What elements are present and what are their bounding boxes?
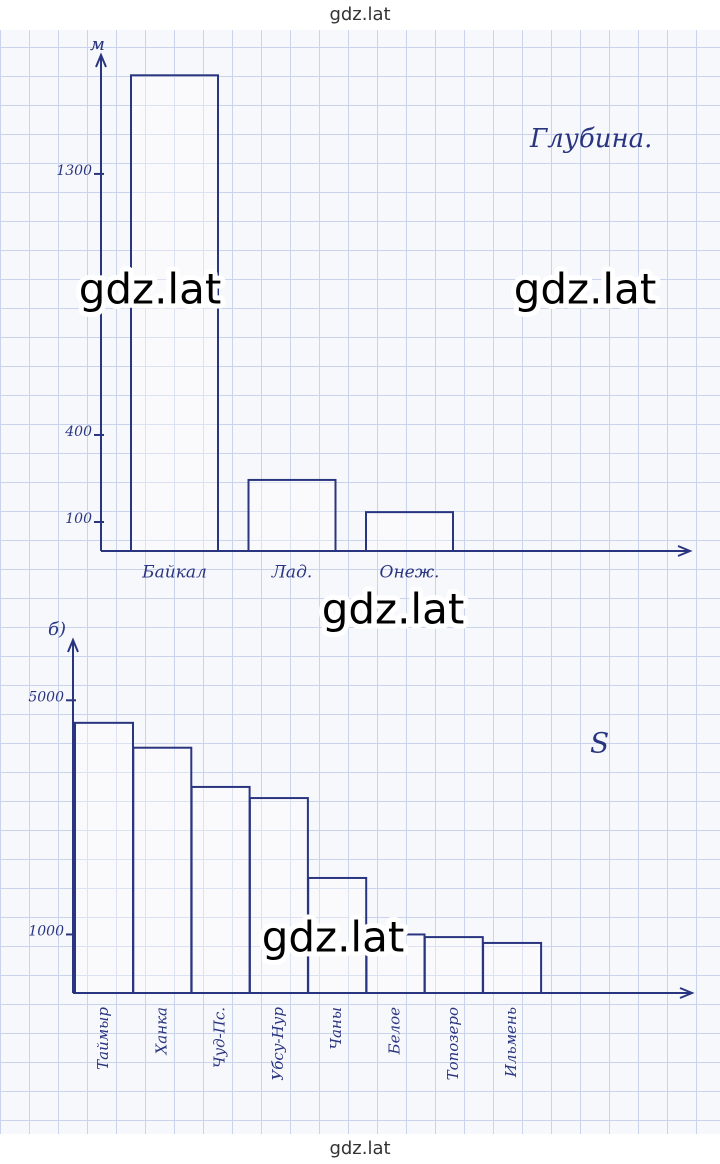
bar: [132, 746, 193, 995]
y-tick-label: 1300: [56, 163, 92, 179]
y-tick-label: 5000: [28, 689, 64, 705]
bar: [423, 936, 484, 994]
header-bar: [0, 0, 720, 30]
y-axis-arrow: [67, 637, 79, 653]
watermark: gdz.lat: [322, 585, 465, 634]
annotation: S: [590, 727, 609, 760]
bar: [190, 785, 251, 995]
x-tick-label: Топозеро: [444, 1007, 462, 1080]
y-tick-label: 400: [64, 424, 92, 440]
bar: [365, 511, 454, 552]
y-axis-label: м: [90, 34, 105, 55]
watermark: gdz.lat: [79, 265, 222, 314]
x-tick-label: Байкал: [141, 563, 207, 583]
bar: [307, 876, 368, 994]
x-tick-label: Таймыр: [94, 1007, 112, 1070]
y-tick-label: 1000: [28, 923, 64, 939]
footer: gdz.lat: [329, 1138, 390, 1159]
bar: [365, 933, 426, 994]
watermark: gdz.lat: [514, 265, 657, 314]
x-axis-arrow: [677, 545, 693, 557]
x-tick-label: Чуд-Пс.: [211, 1007, 229, 1068]
x-tick-label: Ильмень: [502, 1007, 520, 1078]
x-axis-arrow: [679, 987, 695, 999]
x-tick-label: Онеж.: [380, 563, 440, 583]
footer-bar: [0, 1134, 720, 1164]
panel-label: б): [48, 619, 66, 640]
bar: [482, 941, 543, 994]
y-tick-label: 100: [65, 511, 92, 527]
bar: [247, 478, 337, 552]
x-tick-label: Лад.: [271, 563, 313, 583]
bar: [74, 721, 134, 995]
annotation: Глубина.: [529, 124, 652, 154]
y-axis-arrow: [95, 52, 107, 68]
bar: [248, 797, 309, 994]
header: gdz.lat: [329, 4, 390, 25]
watermark: gdz.lat: [262, 913, 405, 962]
x-tick-label: Убсу-Нур: [269, 1007, 287, 1081]
bar: [130, 74, 219, 552]
x-tick-label: Ханка: [152, 1007, 170, 1055]
x-tick-label: Чаны: [327, 1007, 345, 1050]
x-tick-label: Белое: [386, 1007, 404, 1055]
